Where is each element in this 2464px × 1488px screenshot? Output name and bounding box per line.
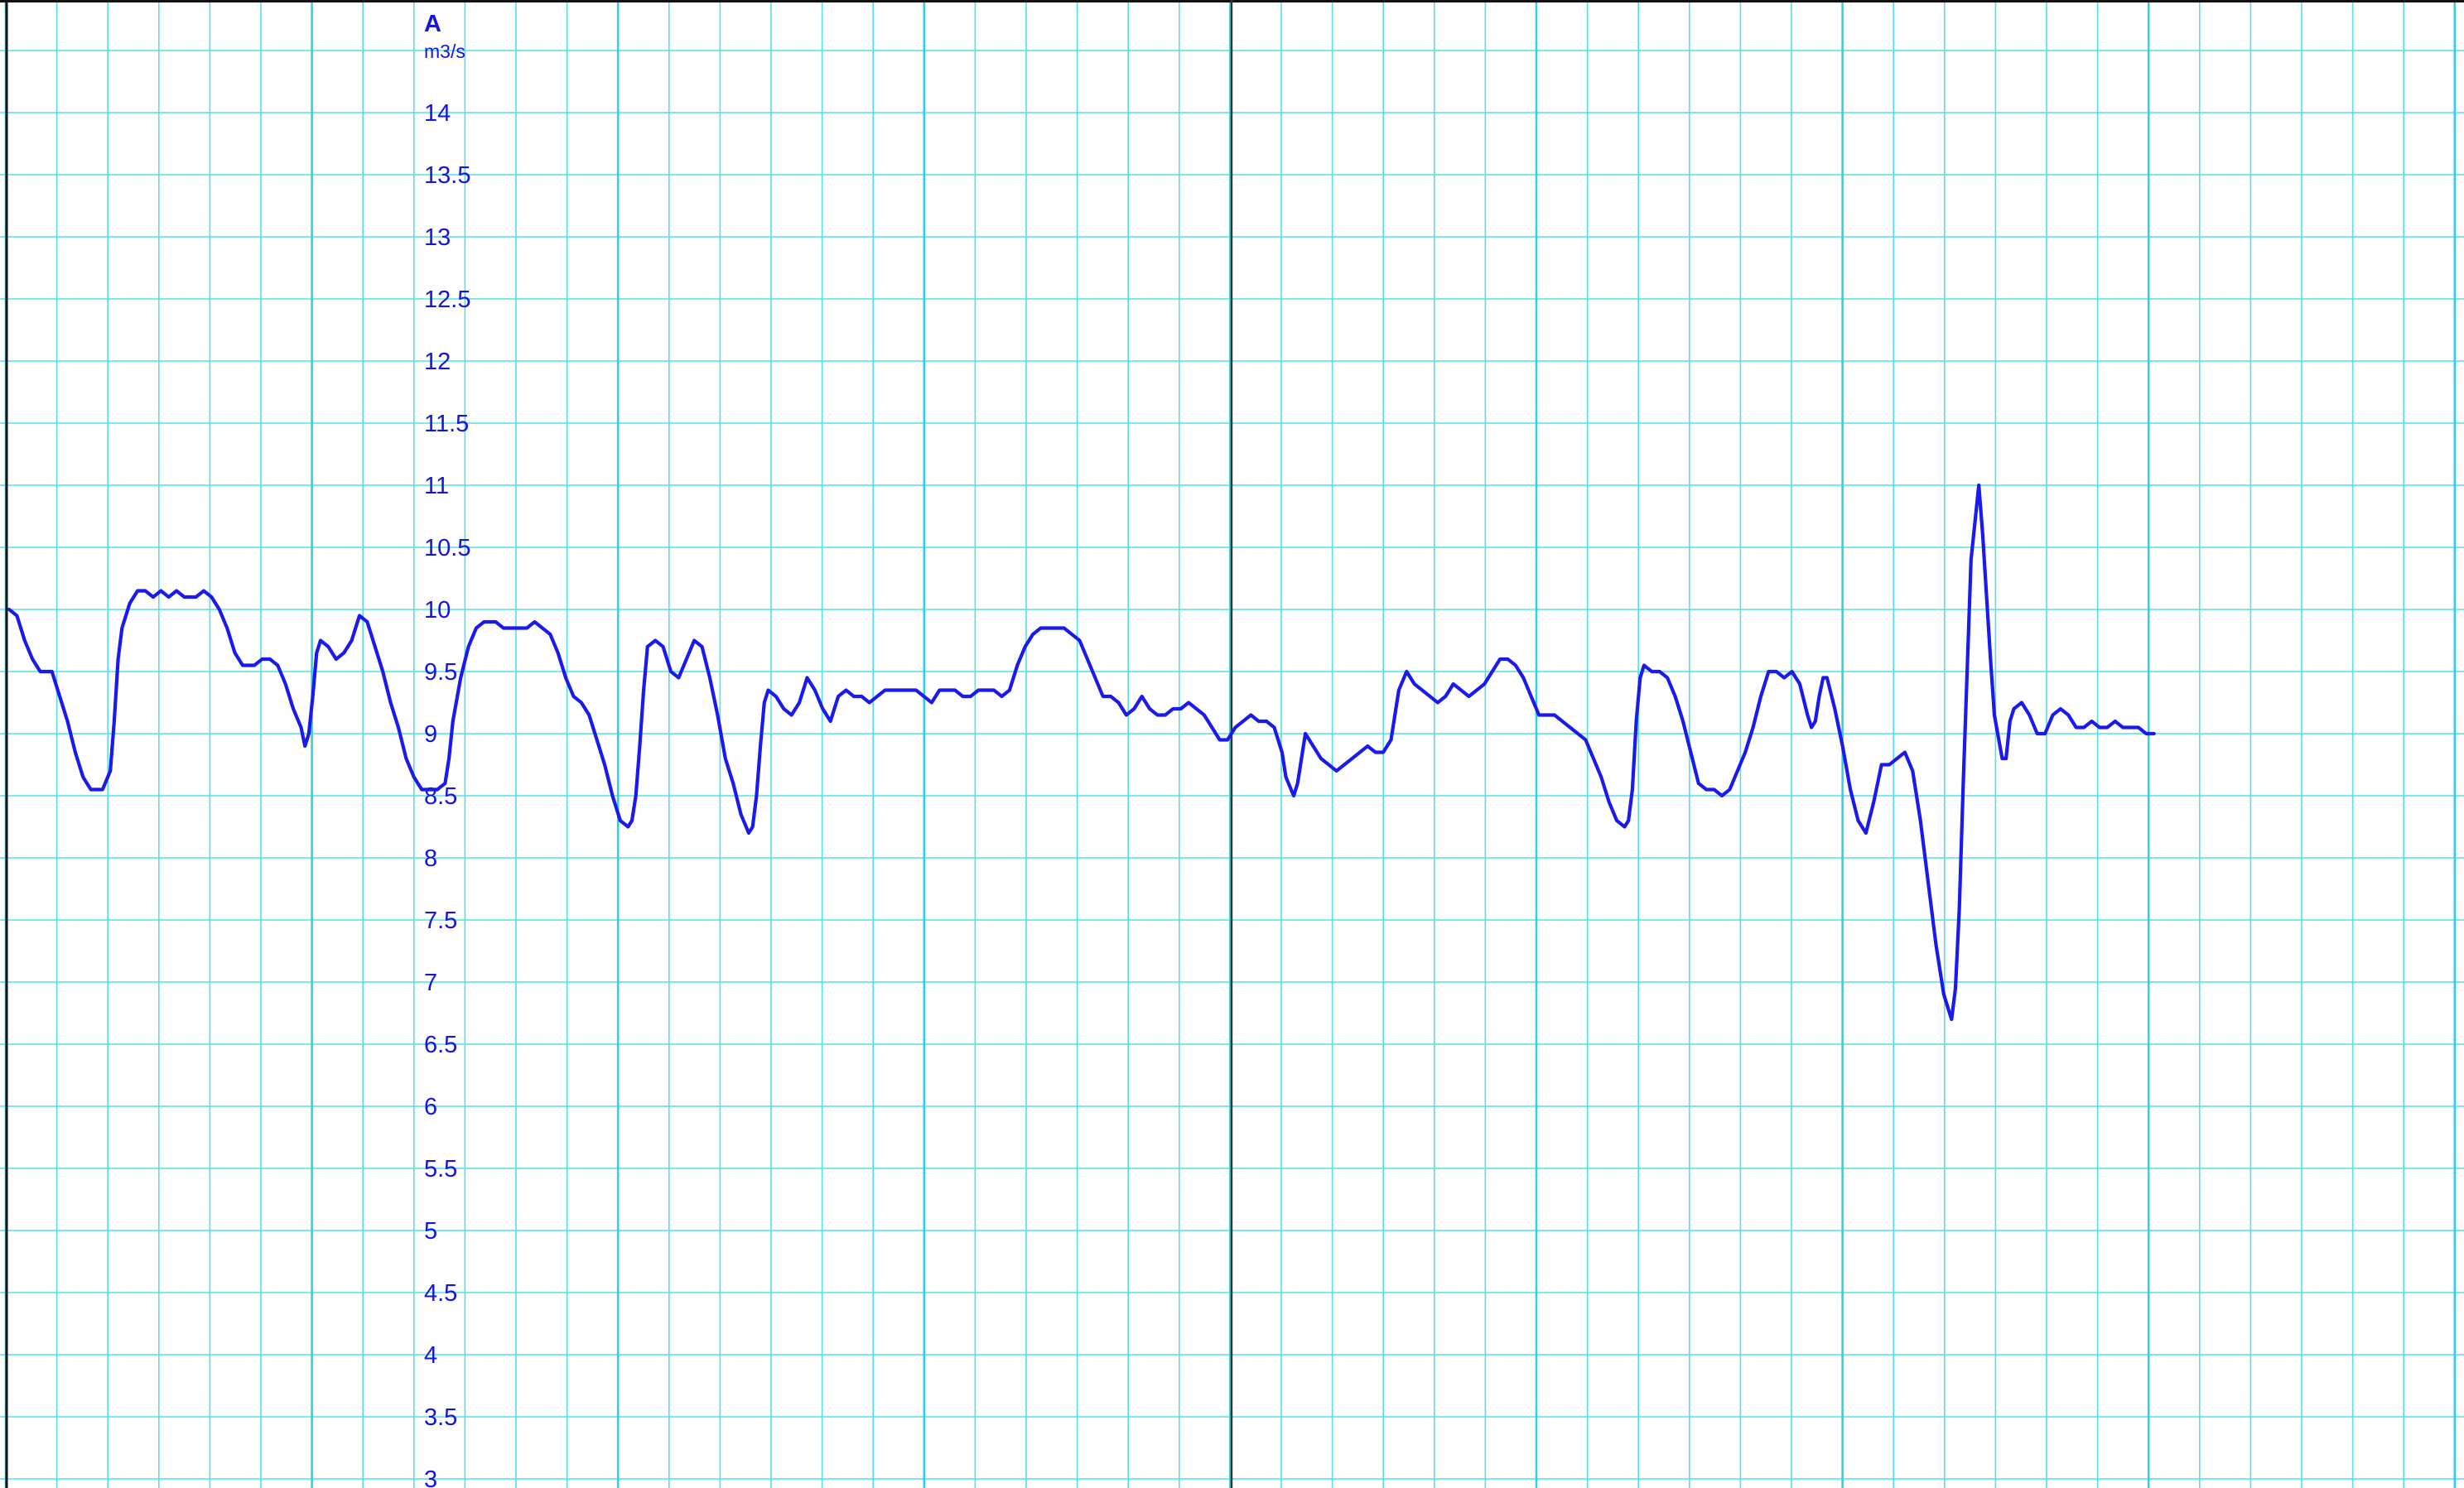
y-tick-label: 13 xyxy=(424,224,451,251)
y-tick-label: 14 xyxy=(424,100,451,127)
y-tick-label: 10.5 xyxy=(424,535,470,561)
y-tick-label: 9 xyxy=(424,721,437,748)
y-tick-label: 5.5 xyxy=(424,1156,457,1182)
series-group xyxy=(7,483,2156,1022)
y-tick-label: 10 xyxy=(424,597,451,624)
y-tick-label: 6.5 xyxy=(424,1032,457,1058)
grid-major xyxy=(4,0,2457,1488)
y-tick-label: 3 xyxy=(424,1466,437,1488)
y-tick-label: 4 xyxy=(424,1342,437,1369)
y-axis-unit: m3/s xyxy=(424,41,465,62)
y-tick-label: 3.5 xyxy=(424,1404,457,1431)
y-tick-label: 11.5 xyxy=(424,411,469,437)
y-tick-label: 13.5 xyxy=(424,162,470,189)
y-axis: A m3/s 1413.51312.51211.51110.5109.598.5… xyxy=(424,11,470,1488)
y-axis-title: A xyxy=(424,11,441,37)
y-tick-label: 12 xyxy=(424,349,451,375)
y-tick-label: 4.5 xyxy=(424,1280,457,1307)
y-tick-labels: 1413.51312.51211.51110.5109.598.587.576.… xyxy=(424,100,470,1488)
y-tick-label: 7 xyxy=(424,970,437,996)
y-tick-label: 12.5 xyxy=(424,287,470,313)
y-tick-label: 5 xyxy=(424,1218,437,1245)
y-tick-label: 7.5 xyxy=(424,908,457,934)
y-tick-label: 11 xyxy=(424,473,449,499)
y-tick-label: 6 xyxy=(424,1094,437,1120)
y-tick-label: 8 xyxy=(424,845,437,872)
y-tick-label: 9.5 xyxy=(424,659,457,686)
